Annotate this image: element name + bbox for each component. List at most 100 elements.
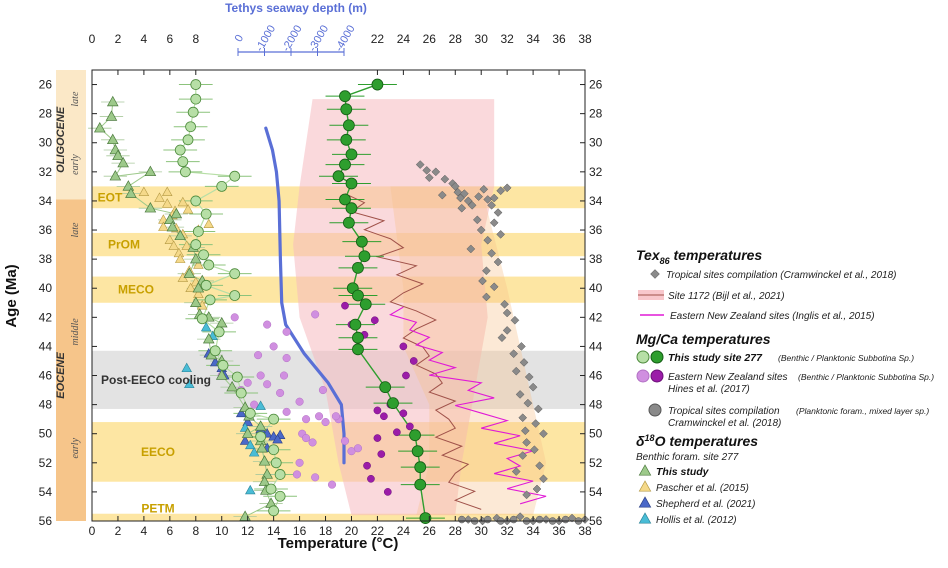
nz-benthic-point (250, 400, 259, 409)
benthic-mgca-point (231, 371, 243, 383)
tex86-tropical-point (515, 390, 525, 399)
nz-benthic-point (282, 327, 291, 336)
subepoch-label: late (70, 222, 81, 238)
band-labels: EOT PrOM MECO Post-EECO cooling EECO PETM (98, 190, 211, 515)
pascher-point (161, 186, 173, 197)
pascher-point (181, 240, 192, 250)
x-axis-title: Temperature (°C) (278, 535, 399, 552)
d18o-this-study-point (241, 427, 254, 438)
tex86-tropical-point (422, 166, 432, 175)
nz-planktonic-point (383, 488, 392, 496)
subepoch-label: early (70, 437, 81, 458)
top-tick-label: 28 (449, 32, 463, 46)
x-tick-label: 22 (371, 524, 385, 538)
legend-mg-this: This study site 277 (668, 352, 763, 364)
epoch-label: EOCENE (55, 352, 67, 399)
nz-benthic-point (308, 438, 317, 447)
legend: Tex86 temperatures Tropical sites compila… (636, 247, 934, 526)
benthic-mgca-point (185, 121, 197, 133)
mgca-tropical-point (483, 515, 492, 524)
pascher-point (168, 240, 179, 250)
top-tick-label: 26 (423, 32, 437, 46)
x-tick-label: 32 (500, 524, 514, 538)
legend-d18-this: This study (656, 466, 710, 478)
planktonic-mgca-point (379, 381, 392, 394)
benthic-mgca-point (200, 208, 212, 220)
y-tick-label-right: 54 (589, 485, 603, 499)
legend-purple-dark-icon (650, 369, 664, 383)
y-tick-label-right: 26 (589, 78, 603, 92)
nz-benthic-point (327, 480, 337, 489)
top-tick-label: 6 (166, 32, 173, 46)
benthic-mgca-point (192, 226, 204, 237)
legend-purple-light-icon (636, 369, 650, 383)
nz-benthic-point (279, 371, 289, 380)
planktonic-mgca-point (339, 158, 351, 171)
d18o-this-study-point (189, 252, 202, 264)
benthic-mgca-point (274, 490, 286, 502)
legend-gray-circle-icon (648, 403, 662, 417)
band-label-prom: PrOM (108, 238, 140, 252)
tex86-tropical-point (467, 200, 477, 210)
planktonic-mgca-point (339, 90, 351, 103)
pascher-point (161, 198, 173, 208)
nz-benthic-point (295, 458, 304, 467)
legend-d18-heading: δ18O temperatures (636, 433, 758, 449)
tex86-tropical-point (500, 299, 509, 309)
tex86-tropical-point (463, 515, 473, 524)
mgca-tropical-point (458, 515, 466, 524)
hollis-point (181, 362, 192, 373)
tex86-tropical-point (524, 372, 534, 382)
subepoch-label: middle (70, 318, 81, 346)
legend-diamond-icon (650, 269, 660, 279)
nz-planktonic-point (402, 371, 410, 380)
d18o-this-study-point (183, 267, 196, 278)
tex86-tropical-point (453, 187, 463, 197)
planktonic-mgca-line (337, 83, 427, 519)
top-tick-label: 8 (192, 32, 199, 46)
y-tick-label-right: 38 (589, 252, 603, 266)
planktonic-mgca-point (352, 331, 364, 344)
d18o-this-study-point (117, 156, 129, 168)
benthic-mgca-point (196, 313, 208, 325)
benthic-mgca-point (244, 407, 256, 419)
tex86-tropical-point (535, 461, 544, 471)
mgca-tropical-point (509, 515, 518, 524)
tex86-tropical-point (431, 167, 441, 177)
x-tick-label: 26 (423, 524, 437, 538)
benthic-mgca-point (255, 431, 267, 443)
planktonic-mgca-point (359, 298, 372, 311)
nz-tex86-line (389, 306, 547, 505)
planktonic-mgca-point (342, 119, 355, 132)
tex86-tropical-point (482, 292, 491, 302)
planktonic-mgca-point (349, 318, 362, 331)
y-tick-label-right: 40 (589, 281, 603, 295)
y-tick-label: 28 (39, 107, 53, 121)
planktonic-mgca-point (387, 397, 399, 410)
x-tick-label: 10 (215, 524, 229, 538)
epoch-eocene (56, 199, 86, 521)
tex86-tropical-point (483, 235, 493, 245)
y-tick-label-right: 50 (589, 427, 603, 441)
legend-d18-sub: Benthic foram. site 277 (636, 452, 739, 463)
planktonic-mgca-point (355, 235, 368, 248)
y-tick-label-right: 34 (589, 194, 603, 208)
d18o-this-study-point (105, 110, 118, 121)
nz-benthic-point (311, 473, 320, 482)
y-tick-label: 32 (39, 165, 53, 179)
x-tick-label: 38 (578, 524, 592, 538)
planktonic-mgca-point (414, 461, 427, 474)
benthic-mgca-point (270, 457, 282, 469)
d18o-this-study-point (202, 332, 215, 344)
tex86-tropical-point (510, 315, 520, 325)
nz-planktonic-point (373, 434, 382, 442)
tex86-tropical-point (489, 193, 499, 203)
pascher-point (174, 253, 186, 263)
top-tick-label: 0 (89, 32, 96, 46)
tex86-tropical-point (476, 225, 486, 235)
y-tick-label-right: 56 (589, 514, 603, 528)
legend-tex-nz: Eastern New Zealand sites (Inglis et al.… (670, 311, 875, 322)
seaway-depth-line (264, 126, 346, 465)
tex86-tropical-point (532, 484, 542, 494)
